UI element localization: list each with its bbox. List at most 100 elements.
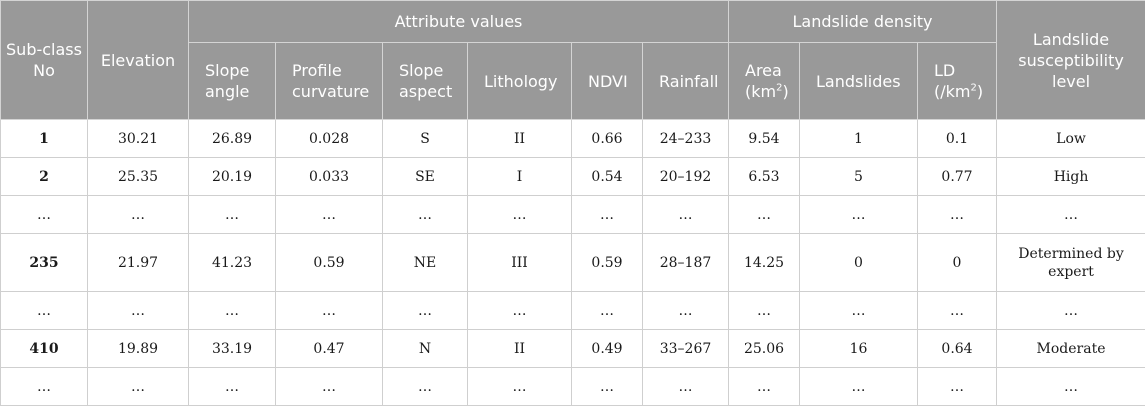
header-ld-close: ) — [976, 82, 984, 101]
table-cell: 0.54 — [571, 157, 643, 196]
table-cell: 30.21 — [87, 119, 189, 158]
table-cell: Moderate — [996, 329, 1145, 368]
table-cell: 0.66 — [571, 119, 643, 158]
subclass-id-cell: 235 — [0, 233, 88, 292]
subclass-id-cell: 410 — [0, 329, 88, 368]
table-cell: … — [728, 367, 800, 406]
header-area-label: Area (km — [745, 61, 782, 101]
table-cell: 9.54 — [728, 119, 800, 158]
table-row: 410 19.89 33.19 0.47 N II 0.49 33–267 25.06 16 0.6… — [0, 329, 1145, 368]
table-cell: Determined by expert — [996, 233, 1145, 292]
table-cell: … — [275, 195, 383, 234]
table-cell: … — [571, 291, 643, 330]
table-cell: I — [467, 157, 572, 196]
table-body: 1 30.21 26.89 0.028 S II 0.66 24–233 9.54 1 0.1 Low… — [0, 119, 1145, 406]
table-cell: III — [467, 233, 572, 292]
table-cell: 20.19 — [188, 157, 276, 196]
table-cell: S — [382, 119, 468, 158]
subclass-id-cell: … — [0, 367, 88, 406]
table-cell: 0.77 — [916, 157, 998, 196]
table-row: 235 21.97 41.23 0.59 NE III 0.59 28–187 14.25 0 0 D… — [0, 233, 1145, 292]
table-cell: 19.89 — [87, 329, 189, 368]
header-susceptibility: Landslide susceptibility level — [996, 0, 1145, 120]
table-cell: 21.97 — [87, 233, 189, 292]
table-cell: 0.59 — [571, 233, 643, 292]
header-attribute-values: Attribute values — [188, 0, 729, 43]
header-subclass: Sub-class No — [0, 0, 88, 120]
table-cell: … — [382, 291, 468, 330]
table-cell: … — [467, 195, 572, 234]
subclass-id-cell: … — [0, 291, 88, 330]
table-cell: … — [188, 367, 276, 406]
table-cell: 0.028 — [275, 119, 383, 158]
table-cell: 14.25 — [728, 233, 800, 292]
table-cell: II — [467, 119, 572, 158]
subclass-id-cell: … — [0, 195, 88, 234]
table-row: 2 25.35 20.19 0.033 SE I 0.54 20–192 6.53 5 0.77 Hi… — [0, 157, 1145, 196]
table-cell: … — [728, 195, 800, 234]
table-row: ……………………………… — [0, 195, 1145, 234]
table-cell: 0.1 — [916, 119, 998, 158]
table-cell: 6.53 — [728, 157, 800, 196]
header-area-close: ) — [782, 82, 789, 101]
table-cell: … — [87, 367, 189, 406]
table-row: 1 30.21 26.89 0.028 S II 0.66 24–233 9.54 1 0.1 Low — [0, 119, 1145, 158]
table-cell: … — [642, 291, 729, 330]
table-cell: … — [996, 291, 1145, 330]
table-cell: … — [382, 367, 468, 406]
table-cell: High — [996, 157, 1145, 196]
table-cell: 16 — [799, 329, 918, 368]
table-cell: 0.64 — [916, 329, 998, 368]
table-cell: … — [87, 195, 189, 234]
header-ld-label: LD (/km — [934, 61, 971, 101]
table-cell: … — [467, 367, 572, 406]
table-cell: … — [916, 367, 998, 406]
header-landslides: Landslides — [799, 42, 918, 120]
header-rainfall: Rainfall — [642, 42, 729, 120]
table-cell: 0.033 — [275, 157, 383, 196]
table-cell: 25.06 — [728, 329, 800, 368]
table-cell: 1 — [799, 119, 918, 158]
table-cell: … — [275, 367, 383, 406]
table-cell: SE — [382, 157, 468, 196]
table-cell: … — [728, 291, 800, 330]
table-cell: N — [382, 329, 468, 368]
table-cell: … — [642, 367, 729, 406]
table-cell: 26.89 — [188, 119, 276, 158]
table-cell: 24–233 — [642, 119, 729, 158]
table-row: ……………………………… — [0, 291, 1145, 330]
header-area-sup: 2 — [776, 82, 783, 94]
table-cell: 20–192 — [642, 157, 729, 196]
table-cell: … — [275, 291, 383, 330]
table-cell: … — [996, 195, 1145, 234]
table-cell: … — [188, 195, 276, 234]
table-cell: 0.47 — [275, 329, 383, 368]
table-cell: II — [467, 329, 572, 368]
header-lithology: Lithology — [467, 42, 572, 120]
header-slope-aspect: Slope aspect — [382, 42, 468, 120]
table-cell: … — [799, 291, 918, 330]
table-cell: … — [642, 195, 729, 234]
table-cell: … — [87, 291, 189, 330]
table-row: ……………………………… — [0, 367, 1145, 406]
table-cell: … — [799, 195, 918, 234]
table-cell: … — [571, 195, 643, 234]
table-cell: Low — [996, 119, 1145, 158]
table-cell: … — [382, 195, 468, 234]
table-cell: 0 — [916, 233, 998, 292]
subclass-id-cell: 1 — [0, 119, 88, 158]
table-cell: 5 — [799, 157, 918, 196]
table-cell: … — [799, 367, 918, 406]
table-cell: … — [996, 367, 1145, 406]
table-cell: 0 — [799, 233, 918, 292]
table-cell: 28–187 — [642, 233, 729, 292]
table-cell: 41.23 — [188, 233, 276, 292]
table-cell: 0.59 — [275, 233, 383, 292]
header-slope-angle: Slope angle — [188, 42, 276, 120]
header-ndvi: NDVI — [571, 42, 643, 120]
subclass-id-cell: 2 — [0, 157, 88, 196]
table-cell: … — [188, 291, 276, 330]
header-area: Area (km2) — [728, 42, 800, 120]
header-ld-sup: 2 — [970, 82, 977, 94]
